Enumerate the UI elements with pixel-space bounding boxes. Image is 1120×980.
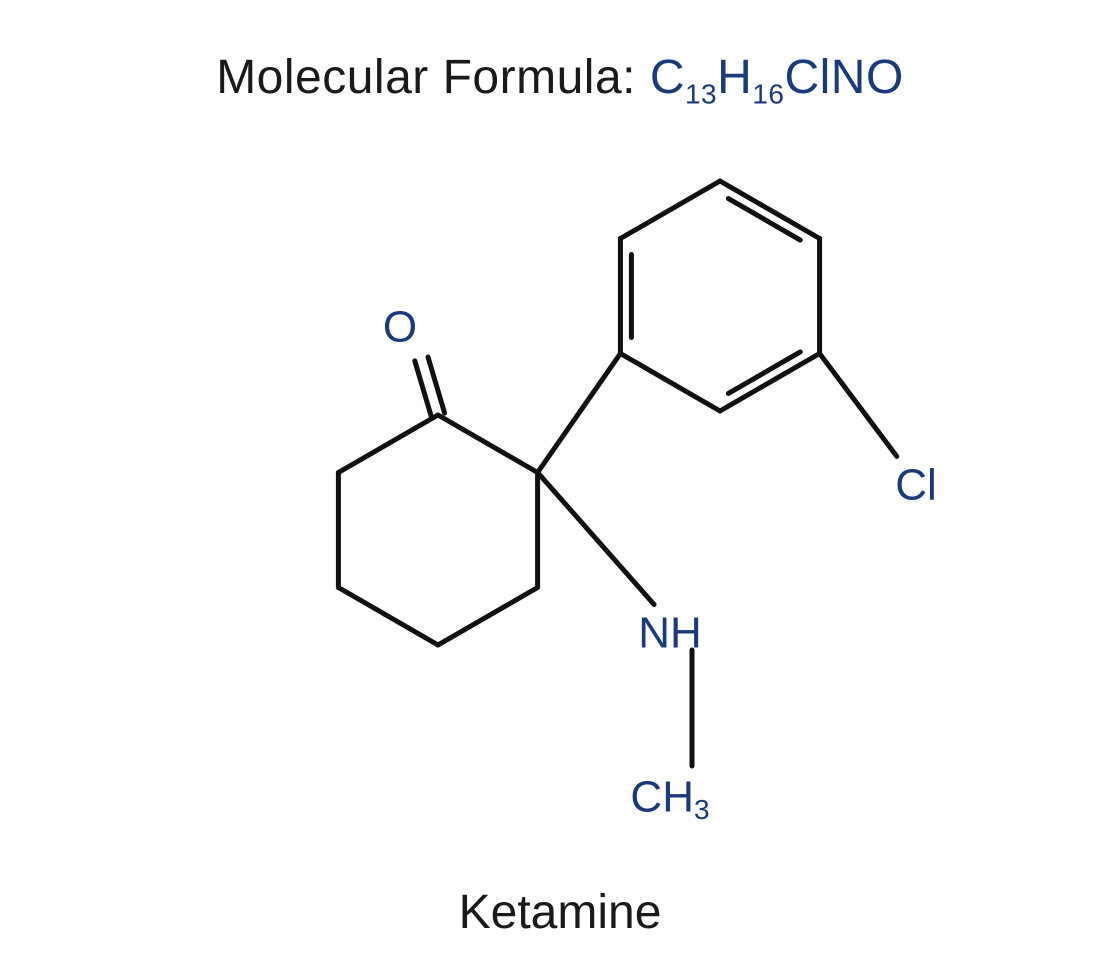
svg-text:Cl: Cl xyxy=(895,461,937,510)
bond-lines xyxy=(338,181,896,766)
svg-text:CH3: CH3 xyxy=(630,773,709,826)
structure-diagram: O Cl NH CH3 xyxy=(0,0,1120,980)
svg-text:NH: NH xyxy=(638,609,702,658)
atom-labels: O Cl NH CH3 xyxy=(383,303,937,826)
svg-text:O: O xyxy=(383,303,417,352)
compound-name: Ketamine xyxy=(0,885,1120,940)
